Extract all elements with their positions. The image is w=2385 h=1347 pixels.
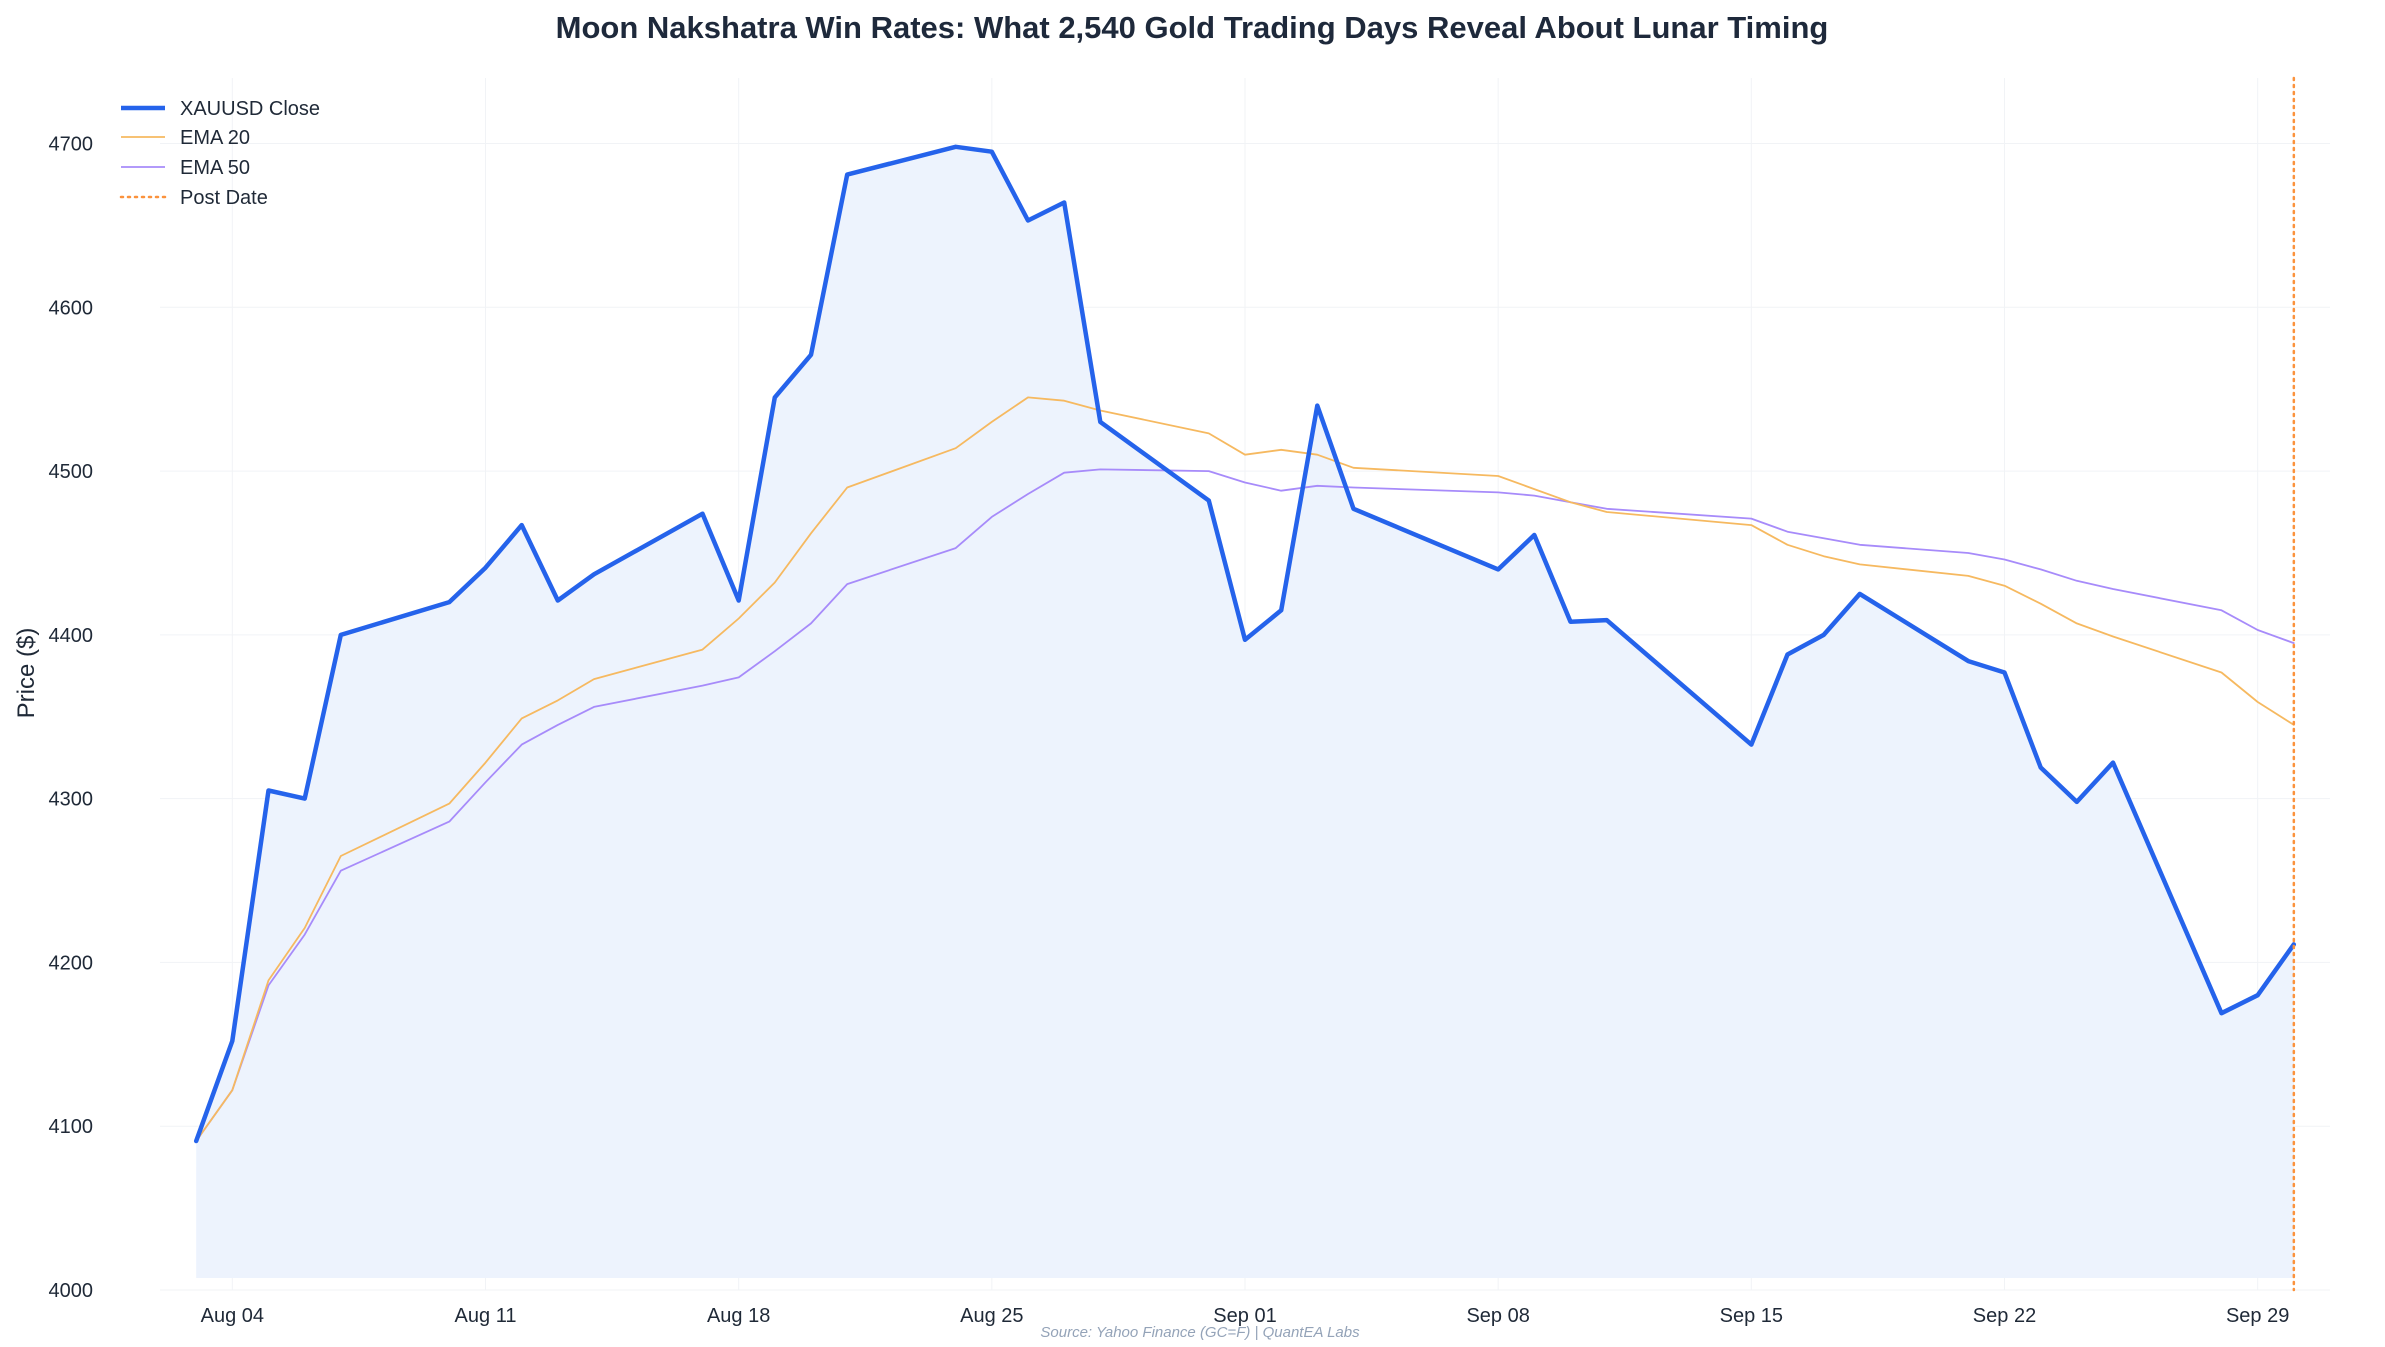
ema20-line [195,396,2295,1142]
x-tick-label: Aug 25 [960,1305,1023,1327]
y-tick-label: 4400 [49,625,94,647]
x-tick-label: Sep 08 [1466,1305,1529,1327]
legend-label-ema20: EMA 20 [180,127,250,149]
ema50-line [195,468,2295,1142]
y-tick-label: 4100 [49,1116,94,1138]
close-line [193,144,2297,1144]
x-tick-label: Aug 04 [201,1305,264,1327]
legend-label-close: XAUUSD Close [180,98,320,120]
x-tick-label: Sep 29 [2226,1305,2289,1327]
x-axis-ticks: Aug 04 Aug 11 Aug 18 Aug 25 Sep 01 Sep 08 Sep … [201,1305,2290,1327]
y-tick-label: 4200 [49,952,94,974]
x-tick-label: Sep 01 [1213,1305,1276,1327]
x-tick-label: Aug 11 [455,1305,517,1327]
y-tick-label: 4700 [49,134,94,156]
legend-label-ema50: EMA 50 [180,157,250,179]
x-tick-label: Aug 18 [707,1305,770,1327]
x-tick-label: Sep 15 [1720,1305,1783,1327]
y-tick-label: 4300 [49,789,94,811]
legend: XAUUSD Close EMA 20 EMA 50 Post Date [119,98,320,209]
close-area-fill [196,146,2294,1278]
y-axis-label: Price ($) [13,628,40,719]
y-tick-label: 4600 [49,297,94,319]
chart-title: Moon Nakshatra Win Rates: What 2,540 Gol… [556,10,1829,45]
source-note: Source: Yahoo Finance (GC=F) | QuantEA L… [1040,1324,1360,1341]
legend-label-post-date: Post Date [180,187,268,209]
y-tick-label: 4500 [49,461,94,483]
x-tick-label: Sep 22 [1973,1305,2036,1327]
y-tick-label: 4000 [49,1280,94,1302]
y-axis-ticks: 4000 4100 4200 4300 4400 4500 4600 4700 [49,134,94,1302]
series-lines [193,144,2297,1144]
area-fill [196,146,2294,1278]
